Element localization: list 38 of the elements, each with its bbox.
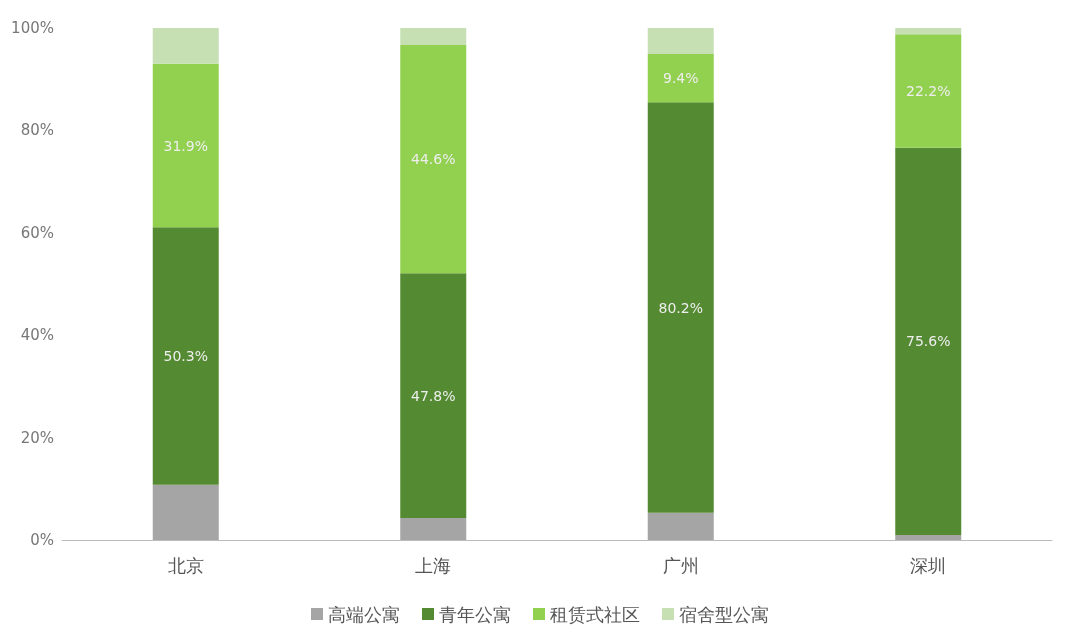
data-label: 75.6% — [906, 333, 951, 350]
data-label: 22.2% — [906, 82, 951, 99]
y-tick-label: 20% — [20, 428, 54, 447]
bar — [647, 512, 714, 540]
y-tick-label: 0% — [30, 531, 54, 549]
y-tick-label: 40% — [20, 326, 54, 345]
data-label: 31.9% — [163, 137, 208, 154]
y-tick-label: 80% — [20, 121, 54, 140]
bar — [895, 34, 962, 148]
data-label: 9.4% — [662, 70, 699, 87]
bar — [647, 102, 714, 513]
x-tick-label: 上海 — [415, 554, 452, 576]
bar — [152, 484, 219, 540]
data-label: 47.8% — [411, 387, 456, 404]
bar — [647, 54, 714, 103]
x-tick-label: 广州 — [662, 554, 699, 576]
bar — [400, 44, 467, 274]
x-tick-label: 北京 — [167, 554, 204, 576]
bar — [895, 534, 962, 540]
data-label: 50.3% — [163, 347, 208, 364]
bar — [400, 28, 467, 45]
y-tick-label: 60% — [20, 223, 54, 242]
data-label: 44.6% — [411, 151, 456, 168]
legend-label: 宿舍型公寓 — [679, 603, 769, 625]
x-tick-label: 深圳 — [910, 554, 947, 576]
bar — [400, 273, 467, 518]
y-tick-label: 100% — [11, 19, 54, 37]
bar — [400, 517, 467, 540]
bar — [152, 227, 219, 485]
data-label: 80.2% — [658, 299, 703, 316]
legend-label: 青年公寓 — [439, 603, 511, 625]
bar — [895, 147, 962, 535]
legend-label: 租赁式社区 — [550, 603, 640, 625]
bar — [152, 28, 219, 64]
bar — [152, 63, 219, 228]
legend-label: 高端公寓 — [328, 603, 400, 625]
bar — [895, 28, 962, 35]
bar — [647, 28, 714, 55]
